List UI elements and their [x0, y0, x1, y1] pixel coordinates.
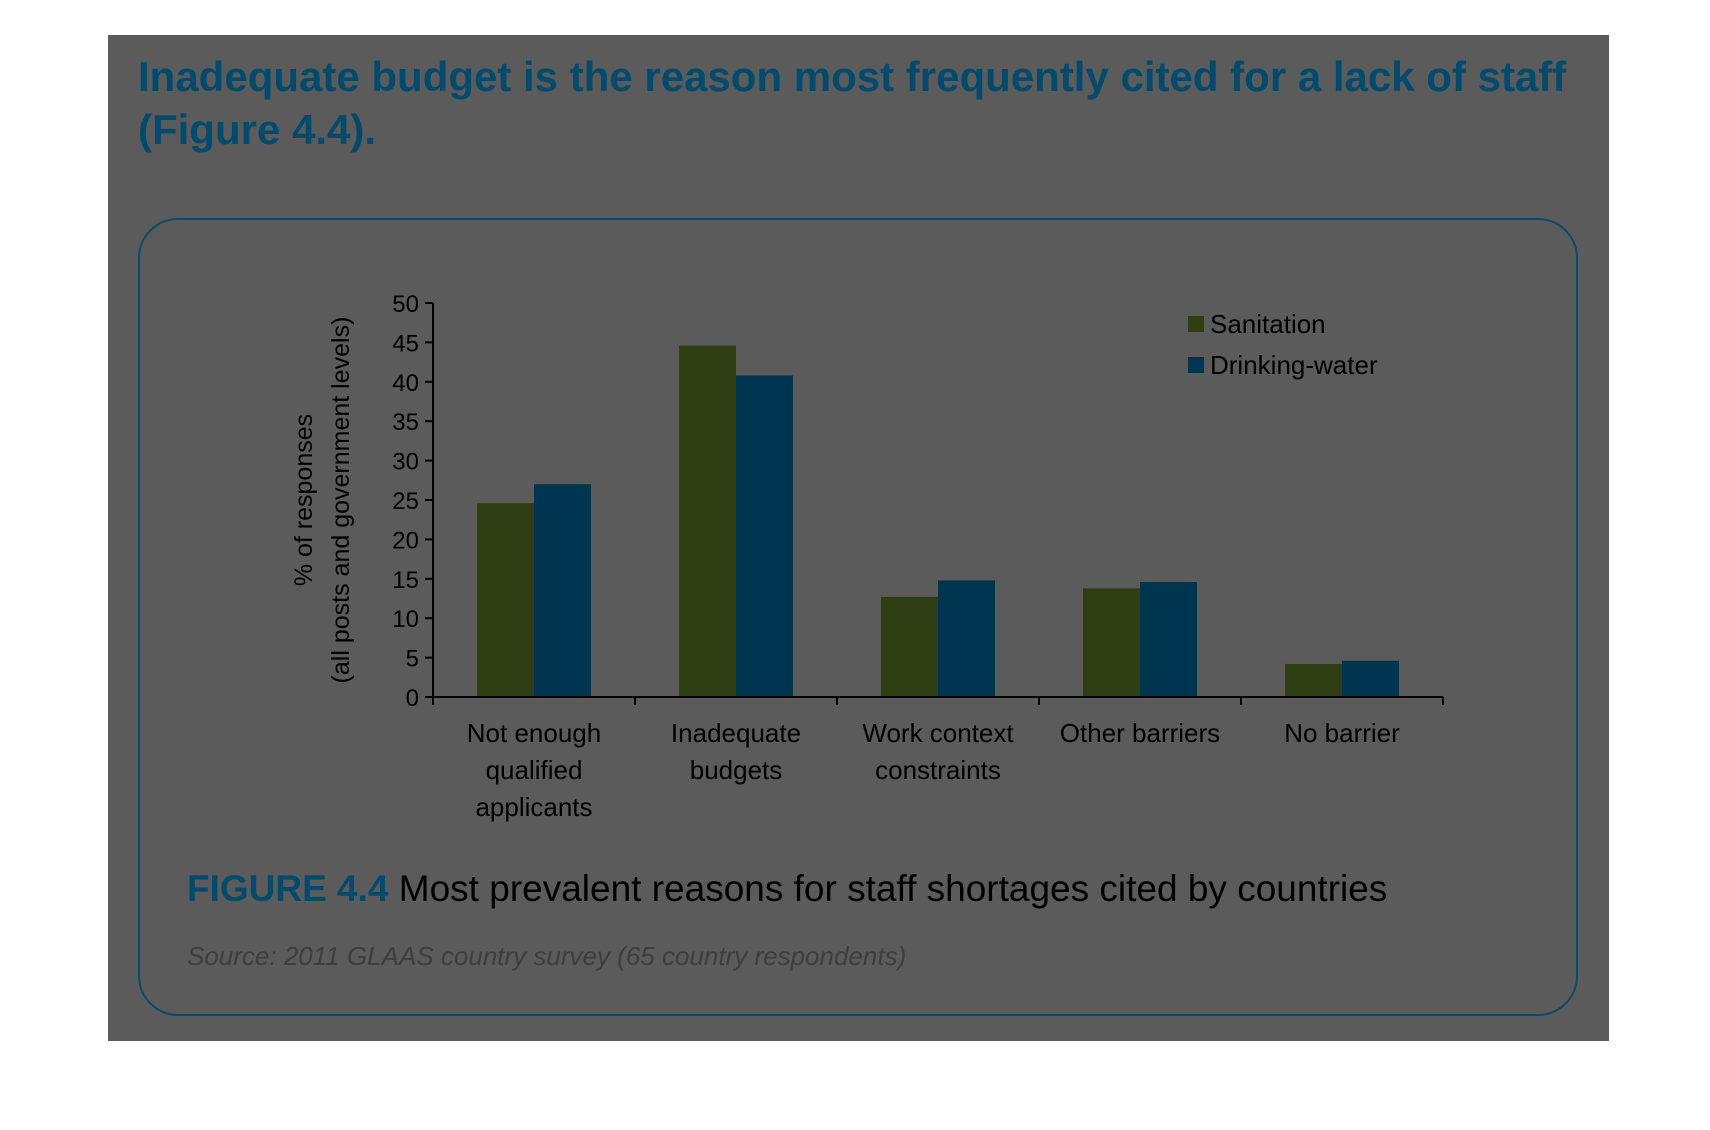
bar-sanitation-0 [477, 503, 534, 697]
headline: Inadequate budget is the reason most fre… [138, 53, 1567, 153]
bar-drinking-water-0 [534, 484, 591, 697]
figure-frame [138, 218, 1578, 1016]
figure-caption: FIGURE 4.4 Most prevalent reasons for st… [187, 868, 1387, 910]
x-category-label: constraints [875, 755, 1001, 785]
legend-label-sanitation: Sanitation [1210, 309, 1326, 339]
y-tick-label: 35 [392, 409, 419, 436]
legend-swatch-sanitation [1188, 316, 1204, 332]
x-category-label: Inadequate [671, 718, 801, 748]
legend-swatch-drinking-water [1188, 357, 1204, 373]
x-category-label: Other barriers [1060, 718, 1220, 748]
x-category-label: No barrier [1284, 718, 1400, 748]
y-tick-label: 45 [392, 330, 419, 357]
y-tick-label: 5 [406, 646, 419, 673]
bar-drinking-water-1 [736, 375, 793, 697]
y-tick-label: 50 [392, 291, 419, 318]
x-category-label: applicants [475, 792, 592, 822]
y-tick-label: 15 [392, 567, 419, 594]
y-axis-title: (all posts and government levels) [327, 317, 355, 684]
bar-sanitation-1 [679, 345, 736, 697]
bar-drinking-water-3 [1140, 582, 1197, 697]
figure-caption-text: Most prevalent reasons for staff shortag… [398, 868, 1388, 909]
bar-sanitation-2 [881, 596, 938, 697]
y-tick-label: 25 [392, 488, 419, 515]
bar-sanitation-4 [1285, 663, 1342, 697]
y-tick-label: 20 [392, 527, 419, 554]
y-tick-label: 10 [392, 606, 419, 633]
y-tick-label: 40 [392, 370, 419, 397]
x-category-label: Not enough [467, 718, 601, 748]
x-category-label: qualified [486, 755, 583, 785]
page-background [108, 35, 1609, 1041]
y-tick-label: 0 [406, 685, 419, 712]
figure-source: Source: 2011 GLAAS country survey (65 co… [187, 941, 907, 971]
figure-label: FIGURE 4.4 [187, 868, 389, 909]
y-axis-title: % of responses [290, 414, 318, 586]
bar-sanitation-3 [1083, 588, 1140, 697]
x-category-label: Work context [862, 718, 1014, 748]
bar-drinking-water-2 [938, 580, 995, 697]
legend-label-drinking-water: Drinking-water [1210, 350, 1378, 380]
x-category-label: budgets [690, 755, 783, 785]
bar-drinking-water-4 [1342, 660, 1399, 697]
y-tick-label: 30 [392, 449, 419, 476]
